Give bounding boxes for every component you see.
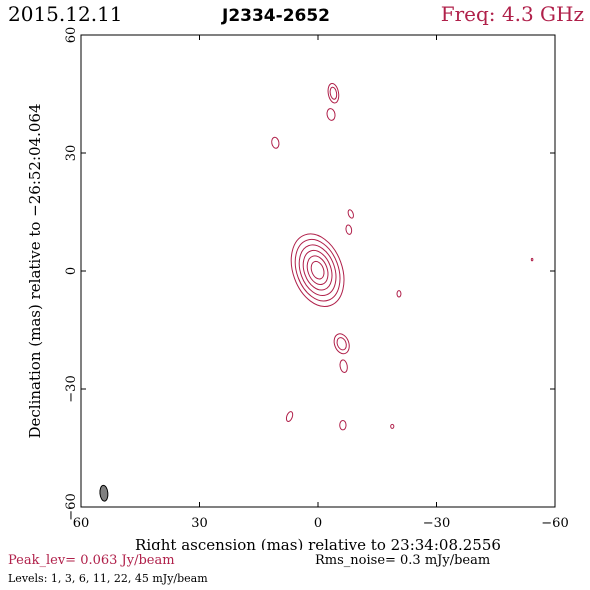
y-axis-label: Declination (mas) relative to −26:52:04.… [26, 103, 44, 438]
core-contour-level-2 [294, 238, 341, 302]
x-axis-label: Right ascension (mas) relative to 23:34:… [135, 536, 501, 550]
core-contour-level-4 [302, 249, 333, 291]
jet-component-10-level-1 [339, 419, 347, 431]
x-tick-label: −60 [541, 516, 568, 531]
jet-component-9-level-1 [285, 411, 294, 422]
y-tick-label: −30 [64, 375, 79, 402]
observation-date: 2015.12.11 [8, 2, 123, 26]
jet-component-1-level-2 [329, 86, 338, 100]
jet-component-4-level-1 [347, 209, 354, 219]
source-name: J2334-2652 [222, 6, 331, 26]
plot-frame [80, 34, 556, 508]
x-tick-label: −30 [423, 516, 450, 531]
core-contour-level-6 [310, 260, 325, 280]
y-tick-label: −60 [64, 493, 79, 520]
core-contour-level-5 [306, 255, 329, 285]
jet-component-7-level-1 [333, 333, 350, 355]
x-tick-label: 30 [191, 516, 208, 531]
contour-map-plot: 60 30 0 −30 −60 −60 −30 0 30 60 Right ascension (… [26, 27, 569, 550]
x-tick-label: 60 [73, 516, 90, 531]
jet-component-7-level-2 [336, 337, 347, 351]
peak-level: Peak_lev= 0.063 Jy/beam [8, 553, 175, 568]
contour-group [99, 82, 534, 502]
beam-ellipse [99, 484, 109, 502]
jet-component-8-level-1 [339, 359, 348, 373]
jet-component-6-level-1 [396, 290, 402, 298]
core-contour-level-1 [290, 233, 345, 307]
rms-noise: Rms_noise= 0.3 mJy/beam [315, 553, 491, 568]
frequency-label: Freq: 4.3 GHz [440, 2, 584, 26]
jet-component-5-level-1 [345, 224, 353, 235]
contour-levels: Levels: 1, 3, 6, 11, 22, 45 mJy/beam [8, 572, 208, 585]
jet-component-11-level-1 [390, 423, 395, 429]
y-tick-label: 0 [64, 267, 79, 275]
jet-component-3-level-1 [271, 136, 280, 149]
jet-component-1-level-1 [327, 82, 340, 104]
x-tick-label: 0 [314, 516, 322, 531]
y-tick-label: 60 [64, 27, 79, 44]
core-contour-level-3 [298, 244, 337, 296]
axis-ticks: 60 30 0 −30 −60 −60 −30 0 30 60 [64, 27, 569, 531]
y-tick-label: 30 [64, 145, 79, 162]
jet-component-12-level-1 [530, 257, 534, 262]
jet-component-2-level-1 [326, 108, 336, 121]
